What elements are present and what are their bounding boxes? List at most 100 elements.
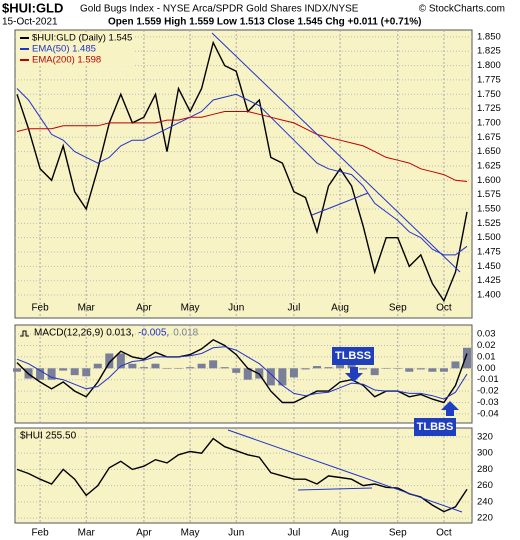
- histogram-bar: [139, 367, 148, 369]
- histogram-bar: [289, 368, 298, 378]
- y-tick-label: 1.425: [477, 275, 501, 286]
- legend-label: EMA(200) 1.598: [32, 55, 101, 66]
- histogram-bar: [324, 367, 333, 369]
- x-tick-label: Feb: [31, 303, 49, 314]
- y-tick-label: 1.825: [477, 46, 501, 57]
- legend-label: $HUI 255.50: [20, 431, 77, 442]
- histogram-bar: [13, 368, 21, 372]
- histogram-bar: [93, 363, 102, 369]
- histogram-bar: [59, 368, 68, 371]
- trend-line: [227, 429, 463, 513]
- arrow: [345, 367, 363, 382]
- x-tick-label: Jul: [288, 528, 301, 539]
- y-tick-label: 300: [477, 448, 493, 459]
- annotation-box: [414, 418, 456, 436]
- y-tick-label: 1.475: [477, 247, 501, 258]
- histogram-bar: [70, 368, 79, 376]
- histogram-bar: [232, 368, 241, 373]
- y-tick-label: 0.00: [477, 363, 496, 374]
- histogram-bar: [451, 361, 460, 369]
- histogram-bar: [359, 368, 368, 370]
- histogram-bar: [336, 362, 345, 369]
- y-tick-label: 1.725: [477, 103, 501, 114]
- y-tick-label: 1.650: [477, 146, 501, 157]
- y-tick-label: 280: [477, 464, 493, 475]
- histogram-bar: [405, 368, 414, 372]
- legend-label: $HUI:GLD (Daily) 1.545: [32, 33, 132, 44]
- histogram-bar: [439, 368, 448, 372]
- x-tick-label: Oct: [436, 528, 452, 539]
- y-tick-label: 0.02: [477, 340, 496, 351]
- histogram-bar: [82, 368, 91, 377]
- y-tick-label: 1.750: [477, 89, 501, 100]
- histogram-bar: [197, 363, 206, 369]
- histogram-bar: [163, 368, 171, 369]
- y-tick-label: 1.600: [477, 175, 501, 186]
- y-tick-label: -0.04: [477, 408, 499, 419]
- legend-swatch: [20, 330, 29, 337]
- x-tick-label: Jun: [228, 528, 244, 539]
- annotation-box: [332, 347, 374, 365]
- x-tick-label: Aug: [331, 528, 349, 539]
- y-tick-label: 1.550: [477, 204, 501, 215]
- legend-label: 0.018: [173, 328, 198, 339]
- histogram-bar: [243, 368, 252, 380]
- legend-label: EMA(50) 1.485: [32, 44, 96, 55]
- y-tick-label: 1.800: [477, 60, 501, 71]
- series-line: [16, 40, 468, 303]
- quote: Open 1.559 High 1.559 Low 1.513 Close 1.…: [108, 17, 422, 28]
- histogram-bar: [393, 368, 402, 369]
- histogram-bar: [105, 353, 114, 369]
- annotation: TLBBS: [417, 421, 454, 433]
- source: © StockCharts.com: [419, 4, 505, 15]
- panel-bg: [14, 427, 473, 524]
- x-tick-label: Apr: [136, 528, 152, 539]
- y-tick-label: 1.625: [477, 160, 501, 171]
- x-tick-label: Mar: [78, 303, 96, 314]
- x-tick-label: Apr: [136, 303, 152, 314]
- histogram-bar: [186, 367, 195, 369]
- legend-box: [17, 32, 135, 66]
- histogram-bar: [266, 368, 275, 386]
- y-tick-label: 1.850: [477, 31, 501, 42]
- x-tick-label: Sep: [389, 528, 407, 539]
- y-tick-label: 1.675: [477, 132, 501, 143]
- histogram-bar: [416, 368, 425, 370]
- y-tick-label: -0.02: [477, 386, 499, 397]
- histogram-bar: [47, 368, 56, 380]
- histogram-bar: [347, 364, 356, 369]
- x-tick-label: Mar: [78, 528, 96, 539]
- legend-label: MACD(12,26,9) 0.013,: [34, 328, 134, 339]
- panels: Feb Mar Apr May Jun Jul Aug Sep Oct 1.850 1.825 1.8…: [13, 29, 501, 539]
- y-tick-label: 1.525: [477, 218, 501, 229]
- histogram-bar: [370, 368, 379, 376]
- y-tick-label: 220: [477, 513, 493, 524]
- histogram-bar: [382, 368, 391, 369]
- histogram-bar: [174, 368, 183, 369]
- y-tick-label: 1.500: [477, 232, 501, 243]
- trend-line: [211, 32, 461, 273]
- histogram-bar: [116, 353, 125, 369]
- y-tick-label: 320: [477, 431, 493, 442]
- x-tick-label: Aug: [331, 303, 349, 314]
- series-line: [16, 111, 468, 182]
- series-line: [16, 346, 468, 400]
- panel-bg: [14, 324, 473, 424]
- x-tick-label: Jun: [228, 303, 244, 314]
- histogram-bar: [428, 368, 437, 372]
- x-tick-label: Oct: [436, 303, 452, 314]
- x-tick-label: May: [181, 303, 200, 314]
- x-tick-label: May: [181, 528, 200, 539]
- y-tick-label: 240: [477, 496, 493, 507]
- histogram-bar: [36, 368, 45, 380]
- panel-bg: [14, 29, 473, 319]
- trend-line: [311, 192, 369, 216]
- date: 15-Oct-2021: [2, 17, 58, 28]
- histogram-bar: [209, 360, 218, 369]
- y-tick-label: -0.03: [477, 397, 499, 408]
- y-tick-label: 1.450: [477, 261, 501, 272]
- symbol: $HUI:GLD: [2, 0, 63, 15]
- y-tick-label: 1.400: [477, 290, 501, 301]
- y-tick-label: -0.01: [477, 374, 499, 385]
- subtitle: Gold Bugs Index - NYSE Arca/SPDR Gold Sh…: [80, 4, 359, 15]
